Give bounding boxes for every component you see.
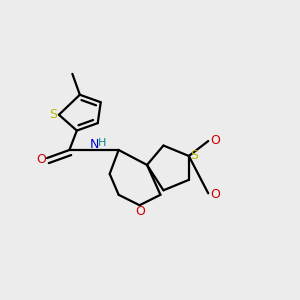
Text: S: S	[50, 108, 58, 121]
Text: S: S	[190, 149, 198, 162]
Text: O: O	[36, 153, 46, 166]
Text: O: O	[210, 188, 220, 201]
Text: H: H	[98, 138, 106, 148]
Text: O: O	[210, 134, 220, 147]
Text: N: N	[90, 138, 99, 151]
Text: O: O	[136, 205, 146, 218]
